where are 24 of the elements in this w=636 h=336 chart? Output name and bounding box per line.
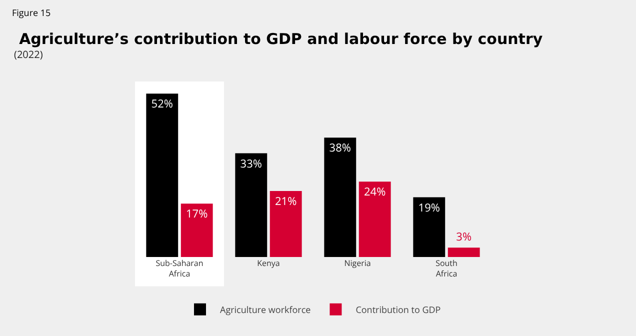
data-label: 38% bbox=[329, 140, 351, 156]
data-label: 24% bbox=[364, 184, 386, 200]
data-label: 52% bbox=[151, 96, 173, 112]
x-tick-label: Sub-Saharan Africa bbox=[156, 258, 204, 280]
bar bbox=[358, 182, 391, 257]
text: (2022) bbox=[14, 47, 43, 61]
x-tick-label: Kenya bbox=[257, 258, 280, 269]
bar bbox=[324, 138, 356, 257]
caption: Figure 15 bbox=[12, 6, 51, 19]
x-tick-label: South Africa bbox=[436, 258, 458, 280]
bar bbox=[235, 153, 268, 257]
data-label: 33% bbox=[240, 156, 262, 172]
x-tick-label: Nigeria bbox=[344, 258, 371, 269]
legend-label: Contribution to GDP bbox=[356, 302, 441, 316]
bar bbox=[270, 191, 302, 257]
data-label: 17% bbox=[186, 206, 208, 222]
bar bbox=[413, 197, 446, 257]
data-label: 21% bbox=[275, 194, 297, 210]
bar bbox=[448, 248, 480, 257]
chart-title: Agriculture’s contribution to GDP and labour force by country bbox=[19, 30, 543, 48]
bar bbox=[180, 204, 213, 257]
data-label: 19% bbox=[418, 200, 440, 216]
data-label: 3% bbox=[456, 230, 472, 245]
legend-label: Agriculture workforce bbox=[220, 302, 311, 316]
